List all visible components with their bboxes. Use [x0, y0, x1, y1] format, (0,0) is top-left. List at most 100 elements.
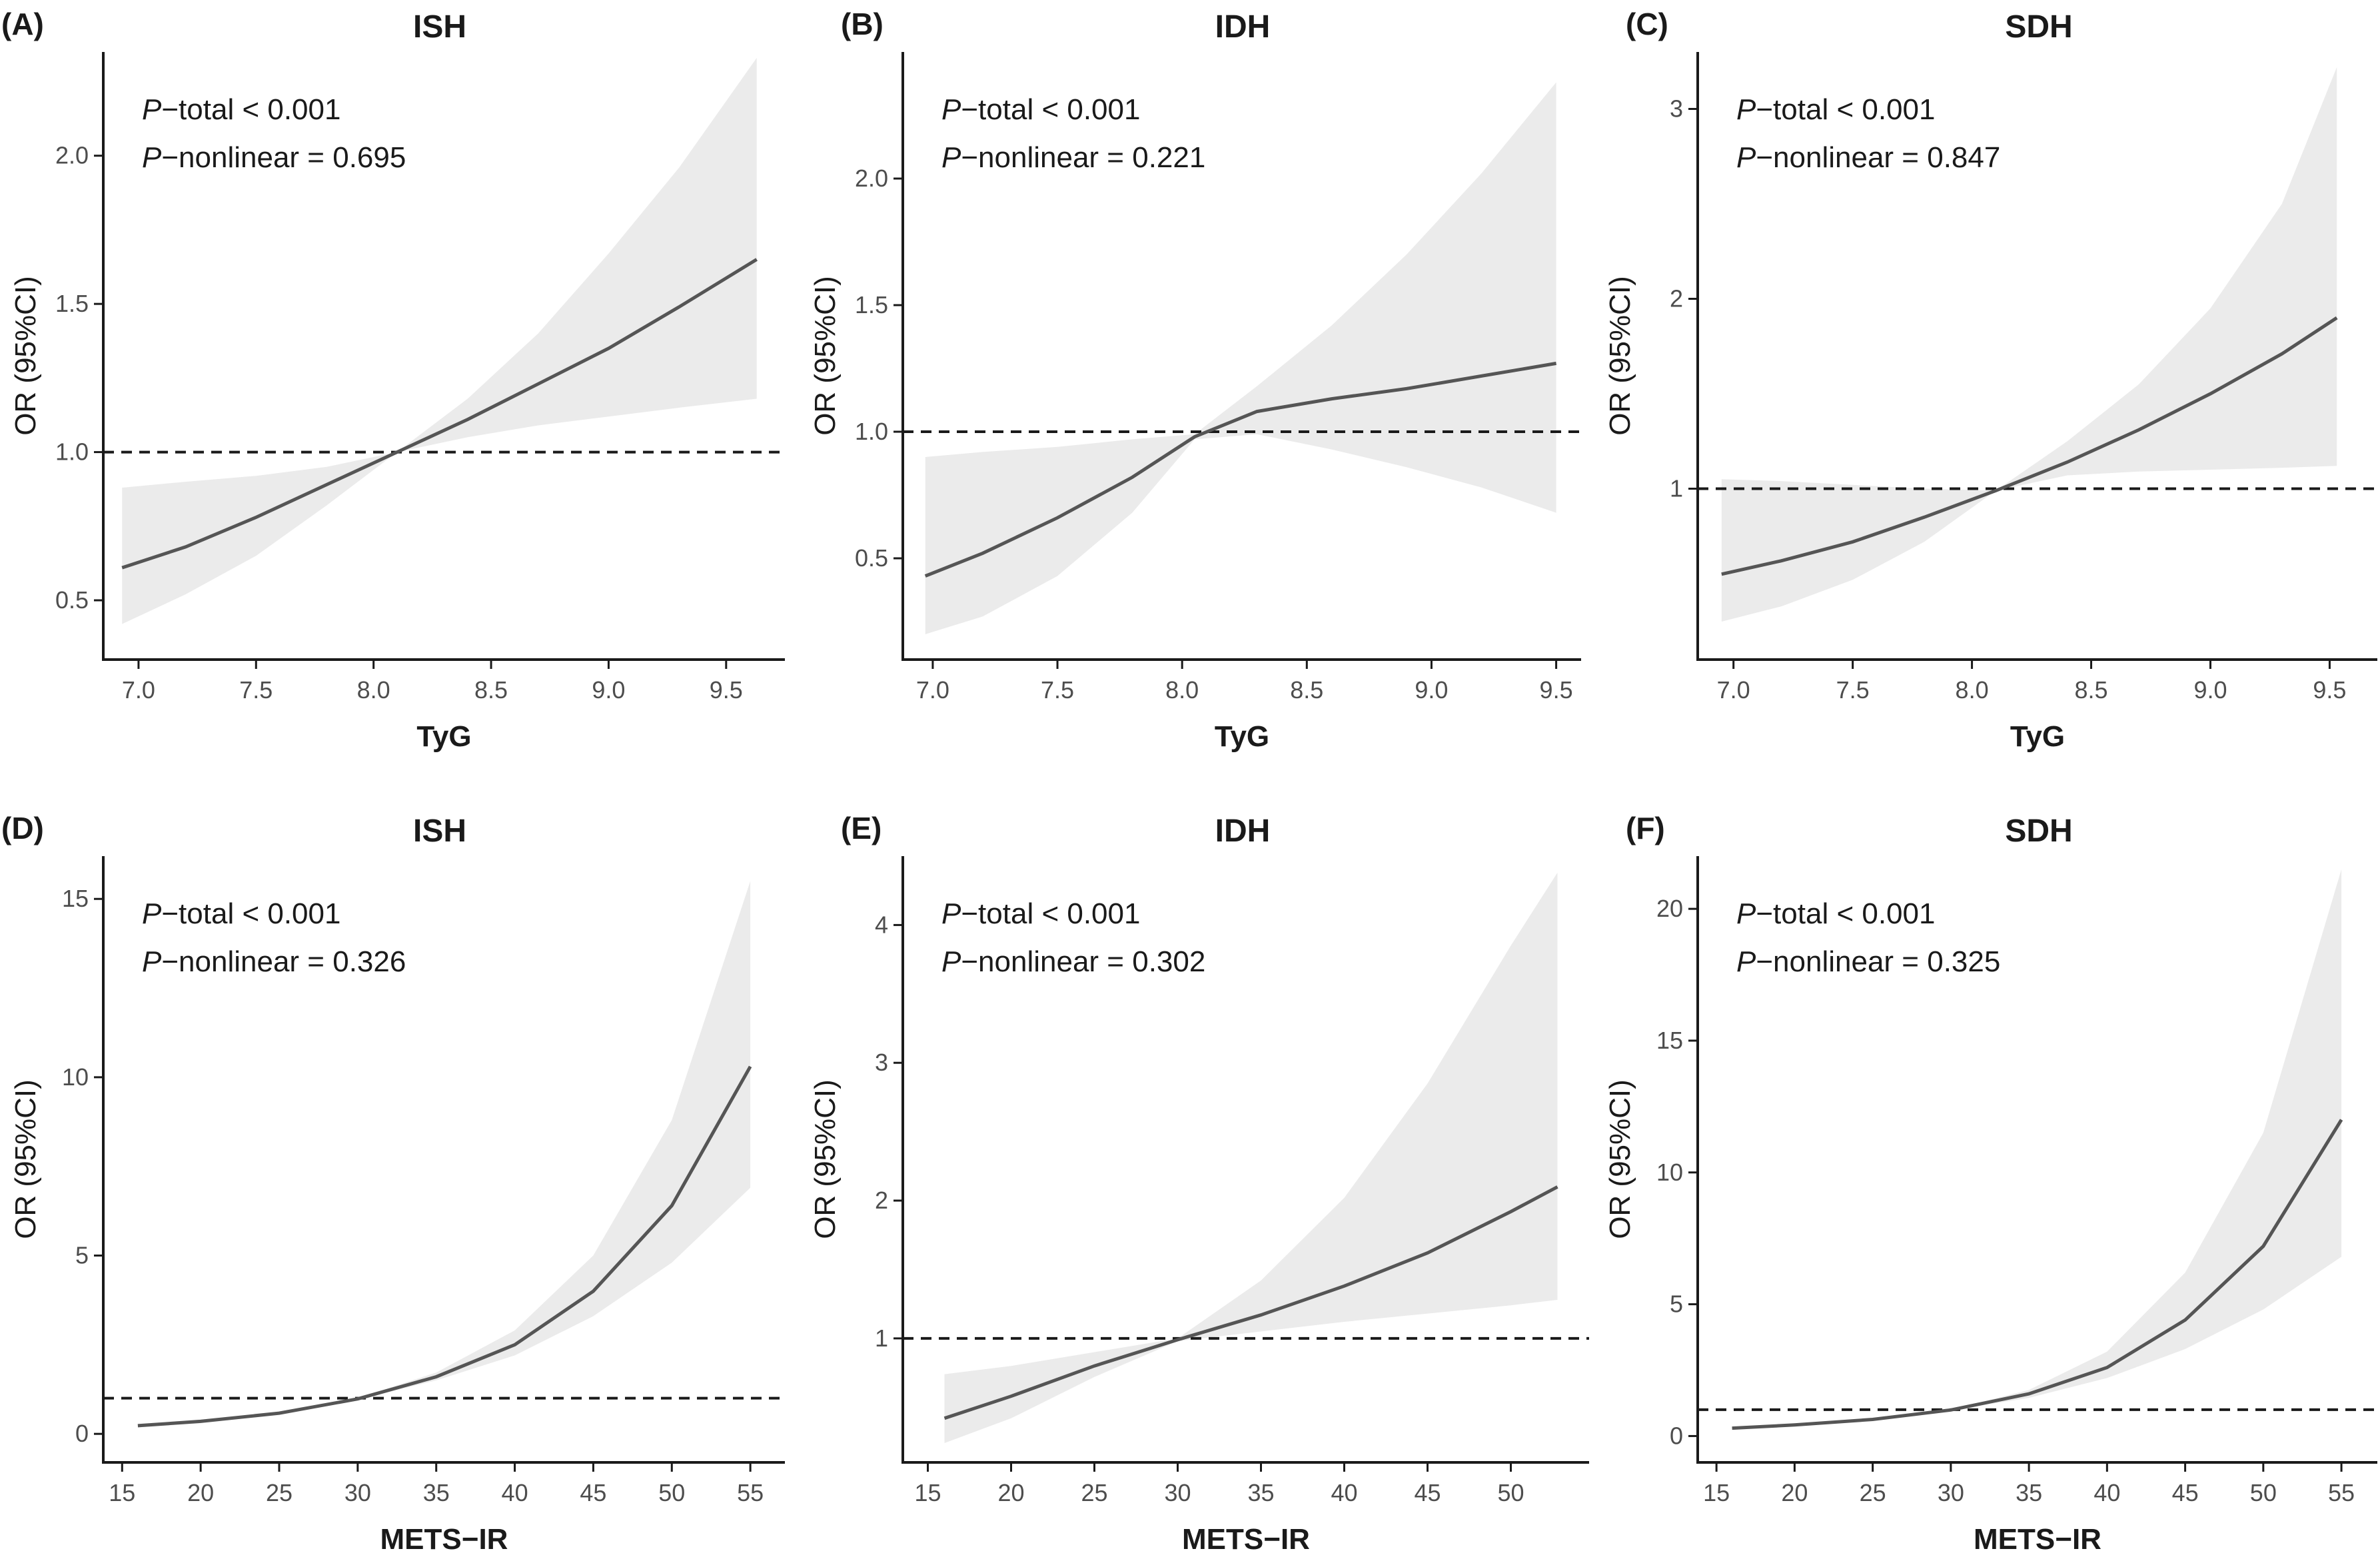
p-total-annotation: P−total < 0.001 [941, 93, 1140, 126]
x-tick-label: 9.5 [2313, 676, 2346, 704]
x-tick-label: 7.5 [1041, 676, 1074, 704]
p-total-text: −total < 0.001 [161, 93, 340, 126]
x-tick-label: 8.5 [474, 676, 508, 704]
x-tick-label: 25 [1860, 1479, 1886, 1506]
x-tick-label: 9.5 [710, 676, 743, 704]
p-nonlinear-text: −nonlinear = 0.302 [961, 945, 1205, 978]
p-nonlinear-annotation: P−nonlinear = 0.847 [1736, 141, 2000, 174]
or-curve [137, 1065, 752, 1428]
p-total-annotation: P−total < 0.001 [142, 93, 340, 126]
y-tick-label: 0.5 [55, 586, 89, 614]
panel-title: IDH [1215, 813, 1271, 849]
x-tick-label: 55 [2328, 1479, 2355, 1506]
x-tick-label: 9.0 [592, 676, 625, 704]
x-tick-label: 35 [1247, 1479, 1274, 1506]
x-tick-label: 9.5 [1540, 676, 1573, 704]
axis-lines [901, 52, 1581, 661]
p-total-annotation: P−total < 0.001 [1736, 897, 1935, 930]
p-nonlinear-text: −nonlinear = 0.325 [1756, 945, 2000, 978]
y-tick-label: 5 [75, 1242, 89, 1269]
p-total-text: −total < 0.001 [161, 897, 340, 930]
p-nonlinear-text: −nonlinear = 0.326 [161, 945, 406, 978]
x-tick-label: 50 [658, 1479, 685, 1506]
y-tick-label: 1.0 [855, 418, 888, 445]
x-tick-label: 9.0 [2193, 676, 2227, 704]
y-tick-label: 0 [1670, 1422, 1683, 1449]
x-axis-title: TyG [416, 720, 471, 753]
x-tick-label: 40 [1331, 1479, 1357, 1506]
panel-label: (D) [1, 811, 44, 845]
or-curve [121, 258, 758, 570]
confidence-band [1732, 869, 2342, 1430]
panel-label: (B) [841, 7, 884, 41]
or-curve [943, 1185, 1558, 1420]
x-tick-label: 8.5 [1290, 676, 1323, 704]
x-tick-label: 50 [1497, 1479, 1524, 1506]
y-tick-label: 5 [1670, 1291, 1683, 1318]
p-nonlinear-text: −nonlinear = 0.847 [1756, 141, 2000, 174]
p-nonlinear-text: −nonlinear = 0.221 [961, 141, 1205, 174]
x-tick-label: 7.0 [122, 676, 155, 704]
x-tick-label: 15 [914, 1479, 941, 1506]
x-tick-label: 25 [266, 1479, 293, 1506]
panel-2: 7.0 7.5 8.0 8.5 9.0 9.5 0.5 1.0 1.5 2.0 (B) IDH TyG O… [809, 7, 1581, 753]
x-tick-label: 8.0 [1956, 676, 1989, 704]
p-symbol: P [941, 945, 961, 978]
x-tick-label: 50 [2250, 1479, 2277, 1506]
x-tick-label: 7.5 [1836, 676, 1870, 704]
x-tick-label: 15 [1703, 1479, 1730, 1506]
x-tick-label: 15 [109, 1479, 135, 1506]
y-tick-label: 1.5 [55, 290, 89, 317]
axis-lines [1696, 52, 2377, 661]
p-symbol: P [142, 93, 162, 126]
panel-5: 15 20 25 30 35 40 45 50 1 2 3 4 (E) IDH METS−IR OR (95%… [809, 811, 1589, 1556]
panel-title: SDH [2005, 813, 2072, 849]
y-tick-label: 2.0 [55, 142, 89, 169]
x-tick-label: 7.0 [916, 676, 949, 704]
confidence-band [122, 57, 757, 624]
p-total-text: −total < 0.001 [961, 897, 1140, 930]
x-axis-title: METS−IR [1182, 1523, 1310, 1556]
x-tick-label: 40 [2093, 1479, 2120, 1506]
confidence-band [944, 872, 1558, 1443]
panel-label: (F) [1626, 811, 1665, 845]
y-tick-label: 1.5 [855, 291, 888, 318]
axis-lines [901, 856, 1589, 1464]
p-total-text: −total < 0.001 [1756, 897, 1935, 930]
confidence-band [1721, 67, 2337, 622]
axis-lines [102, 52, 785, 661]
x-tick-label: 45 [2172, 1479, 2199, 1506]
p-symbol: P [1736, 897, 1756, 930]
x-axis-title: METS−IR [380, 1523, 508, 1556]
x-axis-title: METS−IR [1974, 1523, 2101, 1556]
y-tick-label: 0.5 [855, 544, 888, 572]
axis-lines [1696, 856, 2377, 1464]
x-axis-title: TyG [1215, 720, 1269, 753]
panel-6: 15 20 25 30 35 40 45 50 55 0 5 10 15 20 (F) SDH METS−IR O… [1604, 811, 2377, 1556]
p-nonlinear-annotation: P−nonlinear = 0.326 [142, 945, 406, 978]
p-symbol: P [941, 93, 961, 126]
y-tick-label: 10 [62, 1063, 89, 1091]
p-nonlinear-text: −nonlinear = 0.695 [161, 141, 406, 174]
panel-label: (A) [1, 7, 44, 41]
y-tick-label: 20 [1656, 895, 1683, 922]
y-tick-label: 1.0 [55, 438, 89, 466]
p-symbol: P [1736, 945, 1756, 978]
p-symbol: P [1736, 141, 1756, 174]
p-total-annotation: P−total < 0.001 [1736, 93, 1935, 126]
x-tick-label: 35 [2016, 1479, 2042, 1506]
p-total-text: −total < 0.001 [1756, 93, 1935, 126]
x-tick-label: 20 [997, 1479, 1024, 1506]
y-tick-label: 0 [75, 1420, 89, 1447]
p-symbol: P [941, 897, 961, 930]
y-tick-label: 2.0 [855, 165, 888, 192]
p-nonlinear-annotation: P−nonlinear = 0.221 [941, 141, 1205, 174]
x-tick-label: 55 [737, 1479, 764, 1506]
confidence-band [925, 82, 1556, 635]
x-tick-label: 8.0 [357, 676, 390, 704]
y-axis-title: OR (95%CI) [9, 1079, 42, 1239]
x-tick-label: 30 [1938, 1479, 1964, 1506]
y-tick-label: 10 [1656, 1159, 1683, 1186]
x-axis-title: TyG [2010, 720, 2065, 753]
x-tick-label: 30 [344, 1479, 371, 1506]
